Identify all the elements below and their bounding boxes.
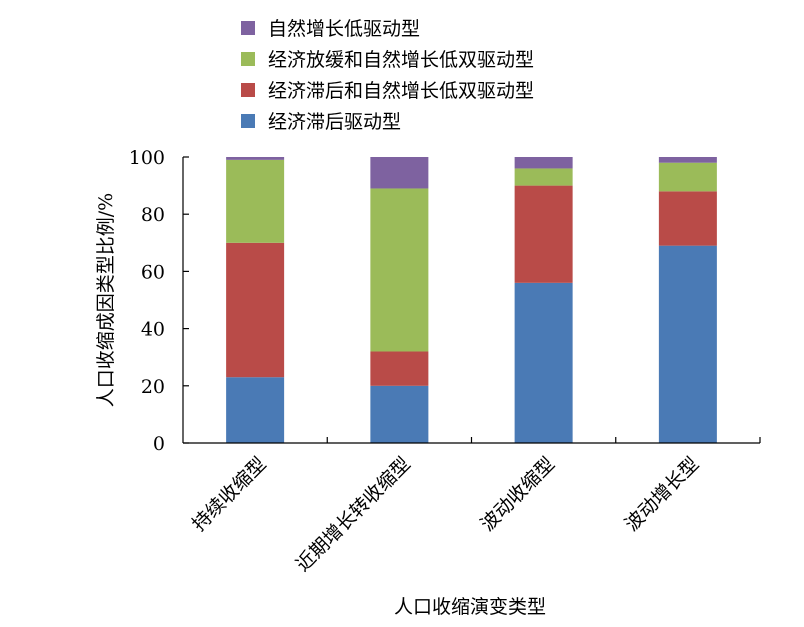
x-tick-label: 近期增长转收缩型 <box>292 453 415 576</box>
bar-segment <box>370 385 429 443</box>
x-axis-title: 人口收缩演变类型 <box>394 596 546 618</box>
bar-segment <box>514 282 573 443</box>
x-tick-label: 持续收缩型 <box>188 453 271 536</box>
bar-segment <box>370 188 429 352</box>
bar-segment <box>514 185 573 283</box>
bar-segment <box>226 159 285 243</box>
legend-label: 经济放缓和自然增长低双驱动型 <box>268 49 534 71</box>
legend-swatch <box>241 114 255 128</box>
x-ticks: 持续收缩型 近期增长转收缩型 波动收缩型 波动增长型 <box>188 437 761 576</box>
legend-swatch <box>241 52 255 66</box>
bar-segment <box>514 168 573 186</box>
bars <box>226 157 717 443</box>
bar-segment <box>226 377 285 443</box>
legend-swatch <box>241 21 255 35</box>
bar-segment <box>658 191 717 246</box>
bar-segment <box>370 351 429 386</box>
bar-segment <box>658 157 717 163</box>
legend-label: 经济滞后驱动型 <box>268 111 401 133</box>
bar-segment <box>226 157 285 160</box>
legend-swatch <box>241 83 255 97</box>
bar-segment <box>514 157 573 169</box>
bar-segment <box>370 157 429 189</box>
legend-label: 自然增长低驱动型 <box>268 18 420 40</box>
x-tick-label: 波动收缩型 <box>476 453 559 536</box>
y-tick-label: 0 <box>153 433 165 455</box>
y-tick-label: 100 <box>129 147 165 169</box>
x-tick-label: 波动增长型 <box>621 453 704 536</box>
y-ticks: 0 20 40 60 80 100 <box>129 147 189 455</box>
bar-segment <box>226 242 285 378</box>
bar-segment <box>658 162 717 192</box>
y-tick-label: 60 <box>141 261 165 283</box>
bar-segment <box>658 245 717 443</box>
legend-label: 经济滞后和自然增长低双驱动型 <box>268 80 534 102</box>
y-axis-title: 人口收缩成因类型比例/% <box>95 193 117 407</box>
y-tick-label: 20 <box>141 376 165 398</box>
y-tick-label: 80 <box>141 204 165 226</box>
legend: 自然增长低驱动型经济放缓和自然增长低双驱动型经济滞后和自然增长低双驱动型经济滞后… <box>241 18 534 133</box>
y-tick-label: 40 <box>141 319 165 341</box>
